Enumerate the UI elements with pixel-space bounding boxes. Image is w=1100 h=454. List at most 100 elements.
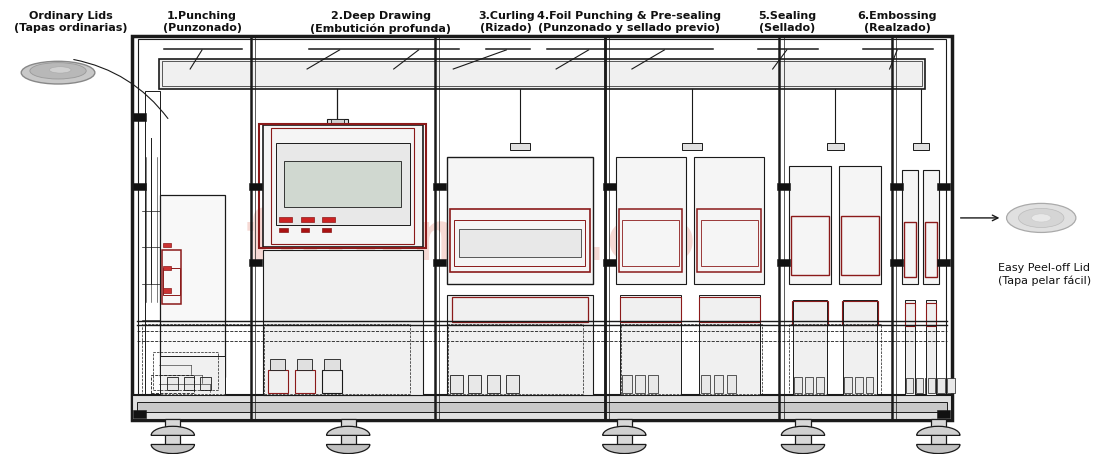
Bar	[447, 157, 593, 284]
Bar	[701, 375, 711, 393]
Bar	[827, 143, 844, 150]
Bar	[842, 301, 878, 325]
Bar	[603, 183, 616, 190]
Bar	[249, 183, 262, 190]
Bar	[937, 410, 950, 418]
Circle shape	[1019, 208, 1064, 227]
Bar	[937, 378, 945, 393]
Bar	[264, 324, 410, 394]
Bar	[795, 419, 811, 445]
Bar	[297, 359, 312, 370]
Bar	[616, 157, 685, 284]
Bar	[327, 119, 349, 129]
Bar	[620, 295, 681, 395]
Bar	[635, 375, 645, 393]
Bar	[793, 300, 827, 395]
Bar	[925, 378, 933, 393]
Bar	[162, 61, 922, 86]
Bar	[623, 220, 679, 266]
Bar	[866, 377, 873, 393]
Bar	[322, 217, 335, 222]
Bar	[132, 36, 953, 420]
Bar	[619, 209, 682, 272]
Bar	[448, 324, 583, 394]
Bar	[272, 128, 415, 244]
Bar	[792, 301, 828, 325]
Bar	[322, 370, 342, 393]
Bar	[279, 228, 287, 232]
Bar	[777, 259, 790, 266]
Bar	[322, 228, 331, 232]
Bar	[682, 143, 702, 150]
Bar	[459, 229, 581, 257]
Bar	[300, 217, 313, 222]
Bar	[143, 324, 251, 394]
Ellipse shape	[50, 67, 72, 73]
Wedge shape	[603, 426, 646, 435]
Text: 2.Deep Drawing
(Embutición profunda): 2.Deep Drawing (Embutición profunda)	[310, 11, 451, 34]
Bar	[855, 377, 862, 393]
Bar	[840, 216, 879, 275]
Bar	[279, 217, 292, 222]
Text: 6.Embossing
(Realzado): 6.Embossing (Realzado)	[857, 11, 937, 33]
Bar	[904, 222, 915, 277]
Bar	[844, 377, 851, 393]
Wedge shape	[151, 444, 195, 454]
Bar	[165, 419, 180, 445]
Bar	[794, 377, 802, 393]
Bar	[510, 143, 529, 150]
Bar	[931, 419, 946, 445]
Bar	[905, 303, 914, 326]
Wedge shape	[327, 426, 370, 435]
Text: 4.Foil Punching & Pre-sealing
(Punzonado y sellado previo): 4.Foil Punching & Pre-sealing (Punzonado…	[537, 11, 720, 33]
Bar	[163, 266, 170, 270]
Bar	[925, 222, 937, 277]
Circle shape	[1032, 214, 1050, 222]
Bar	[138, 402, 947, 412]
Bar	[184, 377, 195, 390]
Bar	[701, 220, 758, 266]
Bar	[923, 170, 939, 284]
Bar	[163, 288, 170, 293]
Text: Easy Peel-off Lid
(Tapa pelar fácil): Easy Peel-off Lid (Tapa pelar fácil)	[998, 263, 1091, 286]
Bar	[454, 220, 585, 266]
Bar	[487, 375, 499, 393]
Wedge shape	[916, 426, 960, 435]
Wedge shape	[327, 444, 370, 454]
Bar	[816, 377, 824, 393]
Bar	[145, 91, 160, 395]
Bar	[727, 375, 736, 393]
Bar	[153, 352, 218, 390]
Bar	[714, 375, 724, 393]
Bar	[915, 378, 923, 393]
Bar	[263, 125, 422, 247]
Ellipse shape	[30, 63, 86, 79]
Bar	[450, 375, 463, 393]
Bar	[603, 259, 616, 266]
Bar	[927, 378, 935, 393]
Bar	[620, 297, 681, 322]
Text: Ordinary Lids
(Tapas ordinarias): Ordinary Lids (Tapas ordinarias)	[14, 11, 128, 33]
Bar	[151, 375, 195, 393]
Bar	[937, 183, 950, 190]
Bar	[906, 378, 913, 393]
Bar	[621, 324, 762, 394]
Wedge shape	[603, 444, 646, 454]
Bar	[133, 410, 145, 418]
Bar	[913, 143, 928, 150]
Bar	[890, 183, 903, 190]
Bar	[450, 209, 590, 272]
Bar	[432, 183, 446, 190]
Wedge shape	[781, 444, 825, 454]
Bar	[697, 209, 761, 272]
Bar	[805, 377, 813, 393]
Bar	[452, 297, 587, 322]
Text: 1.Punching
(Punzonado): 1.Punching (Punzonado)	[163, 11, 242, 33]
Bar	[260, 124, 426, 248]
Bar	[926, 300, 936, 395]
Bar	[160, 195, 224, 377]
Bar	[133, 183, 145, 190]
Bar	[167, 377, 178, 390]
Bar	[263, 250, 422, 395]
Ellipse shape	[21, 61, 95, 84]
